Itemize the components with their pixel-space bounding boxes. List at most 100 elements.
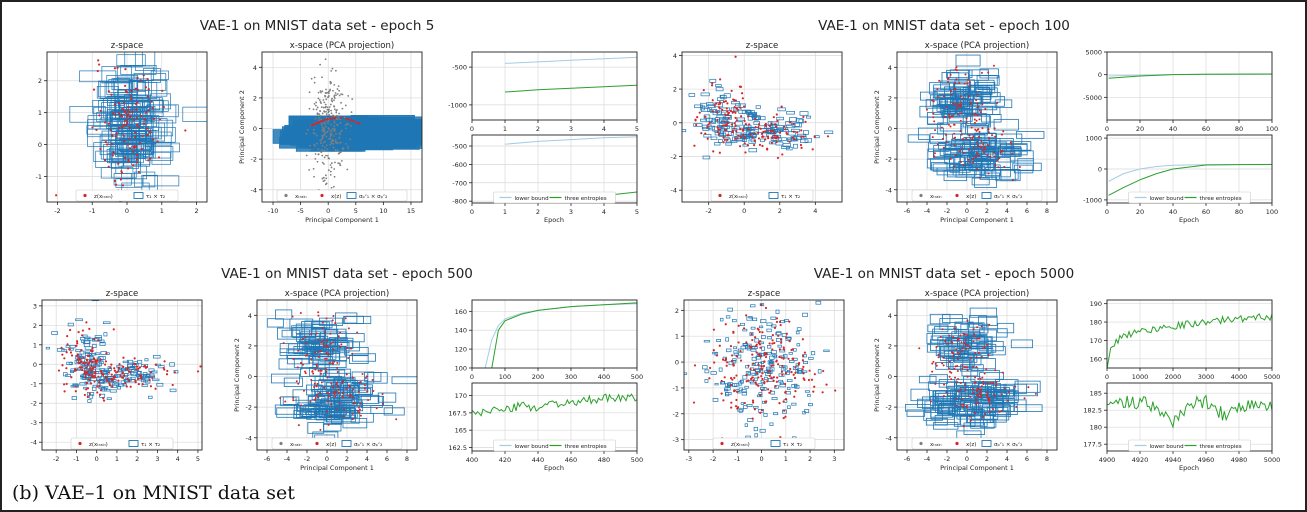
sigma-box — [763, 412, 768, 417]
sigma-box — [948, 407, 975, 416]
sigma-box — [383, 407, 405, 416]
latent-point — [123, 119, 126, 122]
decoded-point — [356, 331, 359, 334]
latent-point — [738, 85, 742, 88]
latent-point — [750, 346, 753, 349]
latent-point — [721, 358, 725, 361]
decoded-point — [949, 73, 952, 76]
latent-point — [724, 100, 727, 103]
sigma-box — [96, 112, 121, 123]
sigma-box — [151, 131, 172, 146]
sigma-box — [82, 334, 88, 338]
latent-point — [745, 374, 748, 377]
latent-point — [763, 360, 766, 363]
x-tick-label: 400 — [598, 373, 610, 381]
latent-point — [729, 109, 733, 113]
y-tick-label: 0 — [888, 125, 892, 133]
legend: z(xₜᵣₐᵢₙ) τ₁ × τ₂ — [70, 437, 174, 450]
sigma-box — [781, 333, 787, 338]
latent-point — [736, 137, 739, 140]
plot-area — [45, 300, 202, 403]
decoded-point — [316, 121, 319, 124]
x-axis-label-epoch: Epoch — [1179, 216, 1199, 224]
sigma-box — [141, 384, 149, 387]
sigma-box — [719, 381, 725, 385]
decoded-point — [968, 80, 971, 83]
decoded-point — [976, 387, 979, 390]
sigma-box — [91, 363, 96, 367]
train-point — [337, 152, 340, 155]
decoded-point — [968, 160, 971, 163]
decoded-point — [310, 124, 313, 127]
sigma-box — [734, 103, 741, 107]
x-tick-label: 3 — [569, 125, 573, 133]
x-tick-label: 5000 — [1264, 456, 1281, 464]
latent-point — [139, 374, 142, 377]
train-point — [331, 67, 334, 70]
decoded-point — [978, 176, 981, 179]
sigma-box — [804, 138, 812, 143]
latent-point — [142, 365, 146, 368]
decoded-point — [944, 340, 947, 343]
sigma-box — [823, 349, 830, 352]
sigma-box — [704, 369, 710, 374]
train-point — [332, 114, 334, 117]
latent-point — [121, 114, 124, 118]
sigma-box — [751, 372, 757, 376]
latent-point — [792, 130, 795, 133]
sigma-box — [750, 326, 756, 330]
decoded-point — [327, 400, 330, 403]
sigma-box — [769, 422, 774, 426]
decoded-point — [375, 407, 378, 410]
sigma-box — [743, 124, 750, 130]
latent-point — [133, 357, 136, 360]
latent-point — [119, 178, 123, 181]
latent-point — [766, 147, 769, 150]
train-point — [321, 76, 323, 79]
decoded-point — [966, 334, 969, 337]
decoded-point — [354, 402, 357, 405]
latent-point — [804, 120, 807, 123]
latent-point — [735, 107, 738, 110]
decoded-point — [987, 137, 990, 140]
latent-point — [135, 368, 138, 371]
x-tick-label: 8 — [405, 455, 409, 463]
decoded-point — [319, 428, 322, 431]
train-point — [309, 144, 311, 147]
train-point — [320, 123, 323, 126]
decoded-point — [342, 415, 345, 418]
train-point — [305, 154, 308, 157]
sigma-box — [324, 408, 351, 419]
figure-title-text: VAE-1 on MNIST data set - epoch 100 — [818, 18, 1070, 34]
sigma-box — [799, 111, 809, 116]
decoded-point — [969, 136, 972, 139]
sigma-box — [795, 330, 800, 335]
latent-point — [163, 360, 166, 363]
axes-frame — [471, 299, 638, 369]
decoded-point — [316, 382, 319, 385]
sigma-box — [150, 93, 171, 110]
legend-label: τ₁ × τ₂ — [141, 442, 160, 448]
train-point — [349, 138, 352, 141]
sigma-box — [787, 386, 791, 390]
decoded-point — [358, 390, 361, 393]
latent-point — [712, 328, 716, 331]
train-point — [332, 89, 334, 92]
series-line-three-entropies — [1107, 313, 1272, 368]
decoded-point — [330, 402, 333, 405]
decoded-point — [291, 315, 294, 318]
sigma-box — [110, 384, 117, 388]
decoded-point — [337, 389, 340, 392]
train-point — [325, 120, 327, 123]
decoded-point — [346, 394, 349, 397]
decoded-point — [320, 341, 323, 344]
latent-point — [773, 131, 776, 134]
decoded-point — [972, 147, 975, 150]
decoded-point — [381, 392, 384, 395]
latent-point — [764, 306, 768, 310]
sigma-box — [945, 98, 968, 108]
sigma-box — [742, 343, 748, 346]
decoded-point — [954, 154, 957, 157]
